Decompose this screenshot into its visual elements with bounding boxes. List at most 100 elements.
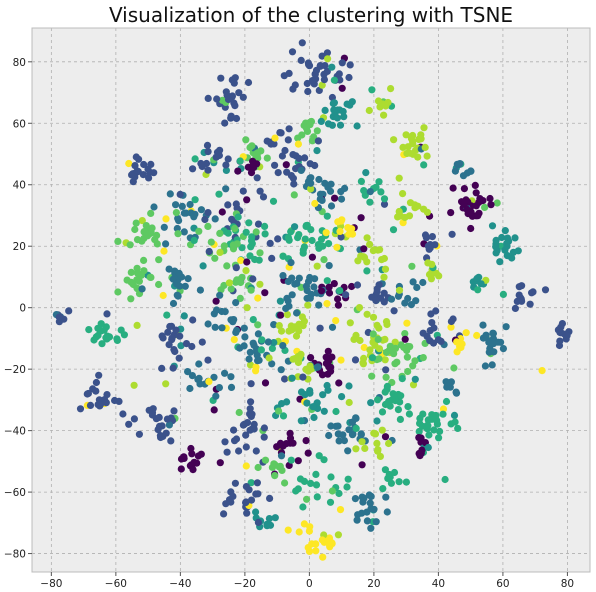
chart-title: Visualization of the clustering with TSN… (109, 3, 513, 27)
scatter-point (336, 227, 344, 235)
scatter-point (378, 256, 386, 264)
scatter-point (264, 338, 272, 346)
scatter-point (361, 444, 369, 452)
scatter-point (234, 213, 242, 221)
scatter-point (313, 127, 321, 135)
scatter-point (308, 77, 316, 85)
scatter-point (232, 299, 240, 307)
scatter-point (429, 339, 438, 347)
scatter-point (353, 516, 361, 524)
scatter-point (246, 405, 254, 413)
scatter-point (197, 206, 205, 214)
scatter-point (117, 326, 125, 334)
scatter-point (218, 307, 226, 316)
scatter-point (360, 245, 368, 253)
scatter-point (135, 155, 143, 163)
scatter-point (233, 326, 241, 334)
scatter-point (294, 457, 302, 465)
scatter-point (498, 233, 506, 242)
scatter-point (232, 435, 241, 443)
scatter-point (247, 169, 256, 177)
scatter-point (252, 447, 260, 455)
scatter-point (217, 74, 225, 82)
scatter-point (277, 366, 285, 374)
scatter-point (228, 316, 236, 324)
scatter-point (311, 70, 319, 78)
scatter-point (395, 207, 403, 216)
scatter-point (353, 281, 362, 289)
scatter-point (420, 124, 428, 132)
scatter-point (348, 431, 357, 439)
scatter-point (221, 119, 229, 127)
scatter-point (351, 495, 359, 503)
scatter-point (249, 316, 257, 324)
scatter-point (342, 291, 350, 299)
scatter-point (242, 462, 250, 470)
scatter-point (367, 492, 375, 500)
scatter-point (148, 411, 156, 419)
scatter-point (354, 511, 362, 519)
scatter-point (369, 247, 377, 255)
scatter-point (285, 69, 293, 77)
scatter-point (166, 190, 174, 198)
scatter-point (227, 498, 235, 506)
scatter-point (332, 407, 340, 416)
scatter-point (290, 191, 298, 199)
scatter-point (320, 70, 328, 78)
scatter-point (176, 190, 184, 198)
scatter-point (246, 361, 255, 369)
scatter-point (330, 280, 338, 288)
scatter-point (283, 294, 291, 302)
scatter-point (135, 277, 143, 285)
scatter-point (321, 106, 329, 114)
scatter-point (436, 427, 444, 435)
scatter-point (369, 330, 377, 338)
scatter-point (268, 463, 276, 471)
scatter-point (361, 191, 369, 199)
scatter-point (204, 94, 212, 102)
scatter-point (419, 278, 427, 287)
scatter-point (462, 196, 470, 204)
scatter-point (312, 547, 320, 555)
scatter-point (375, 345, 383, 353)
scatter-point (285, 327, 293, 335)
scatter-point (193, 459, 201, 467)
scatter-point (310, 413, 318, 422)
scatter-point (363, 517, 371, 525)
scatter-point (231, 479, 239, 487)
scatter-point (382, 102, 390, 110)
scatter-point (406, 343, 414, 351)
scatter-point (375, 355, 383, 363)
scatter-point (381, 433, 390, 441)
scatter-point (157, 433, 165, 442)
scatter-point (358, 461, 366, 469)
scatter-point (314, 137, 322, 145)
scatter-point (165, 265, 173, 273)
scatter-point (323, 277, 331, 285)
scatter-point (230, 79, 238, 87)
scatter-point (172, 326, 180, 334)
scatter-point (344, 475, 352, 483)
scatter-point (432, 415, 440, 424)
scatter-point (178, 202, 186, 210)
scatter-point (472, 189, 480, 197)
scatter-point (153, 240, 161, 248)
scatter-point (428, 319, 436, 327)
scatter-point (254, 149, 262, 157)
y-tick-label: −40 (4, 426, 26, 438)
scatter-point (449, 315, 457, 323)
scatter-point (315, 175, 323, 184)
scatter-point (312, 481, 321, 489)
scatter-point (295, 528, 303, 536)
scatter-point (295, 231, 303, 239)
scatter-point (324, 55, 332, 63)
scatter-points (52, 39, 573, 561)
scatter-point (279, 412, 288, 420)
scatter-point (97, 320, 105, 328)
scatter-point (297, 417, 305, 425)
scatter-point (174, 230, 182, 238)
scatter-point (432, 269, 440, 277)
scatter-point (394, 213, 402, 221)
scatter-point (243, 509, 251, 517)
scatter-point (424, 421, 432, 430)
